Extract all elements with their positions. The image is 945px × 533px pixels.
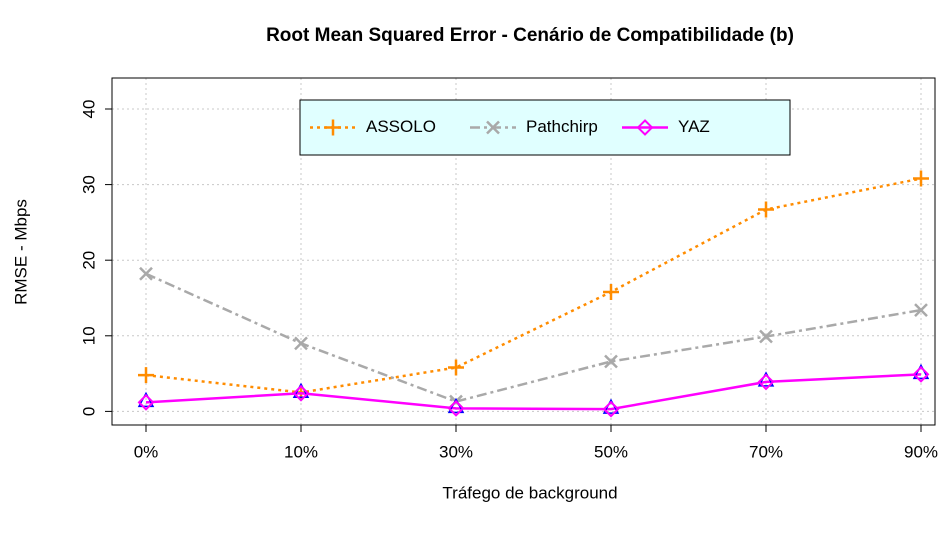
legend: ASSOLO Pathchirp YAZ xyxy=(299,99,791,156)
point xyxy=(294,336,308,351)
series xyxy=(139,266,928,409)
legend-box xyxy=(299,99,791,156)
point xyxy=(292,384,310,402)
point xyxy=(448,359,464,376)
x-tick-label: 30% xyxy=(439,442,473,461)
point xyxy=(913,170,929,187)
point xyxy=(912,365,930,383)
legend-label: ASSOLO xyxy=(366,117,436,136)
x-tick-label: 0% xyxy=(134,442,159,461)
series xyxy=(137,363,930,418)
point xyxy=(604,354,618,369)
x-tick-label: 50% xyxy=(594,442,628,461)
series-line xyxy=(145,177,922,394)
y-tick-label: 0 xyxy=(79,407,98,416)
legend-marker xyxy=(486,120,500,135)
point xyxy=(137,393,155,411)
y-tick-label: 40 xyxy=(79,100,98,119)
point xyxy=(139,266,153,281)
point xyxy=(602,400,620,418)
legend-label: Pathchirp xyxy=(526,117,598,136)
x-tick-label: 90% xyxy=(904,442,938,461)
point xyxy=(758,201,774,218)
point xyxy=(914,303,928,317)
legend-label: YAZ xyxy=(678,117,710,136)
y-axis-label: RMSE - Mbps xyxy=(11,199,30,305)
legend-marker xyxy=(325,119,341,136)
x-tick-label: 70% xyxy=(749,442,783,461)
point xyxy=(757,373,775,391)
series xyxy=(138,170,929,401)
y-tick-label: 30 xyxy=(79,175,98,194)
series-line xyxy=(145,373,922,411)
point xyxy=(759,329,773,344)
point xyxy=(603,283,619,300)
y-tick-label: 20 xyxy=(79,251,98,270)
point xyxy=(447,399,465,417)
y-tick-label: 10 xyxy=(79,326,98,345)
x-axis-label: Tráfego de background xyxy=(442,483,617,502)
legend-marker xyxy=(636,119,654,136)
x-tick-label: 10% xyxy=(284,442,318,461)
point xyxy=(138,367,154,384)
series-line xyxy=(145,272,922,403)
plot-frame xyxy=(111,77,936,426)
chart-title: Root Mean Squared Error - Cenário de Com… xyxy=(266,25,794,46)
